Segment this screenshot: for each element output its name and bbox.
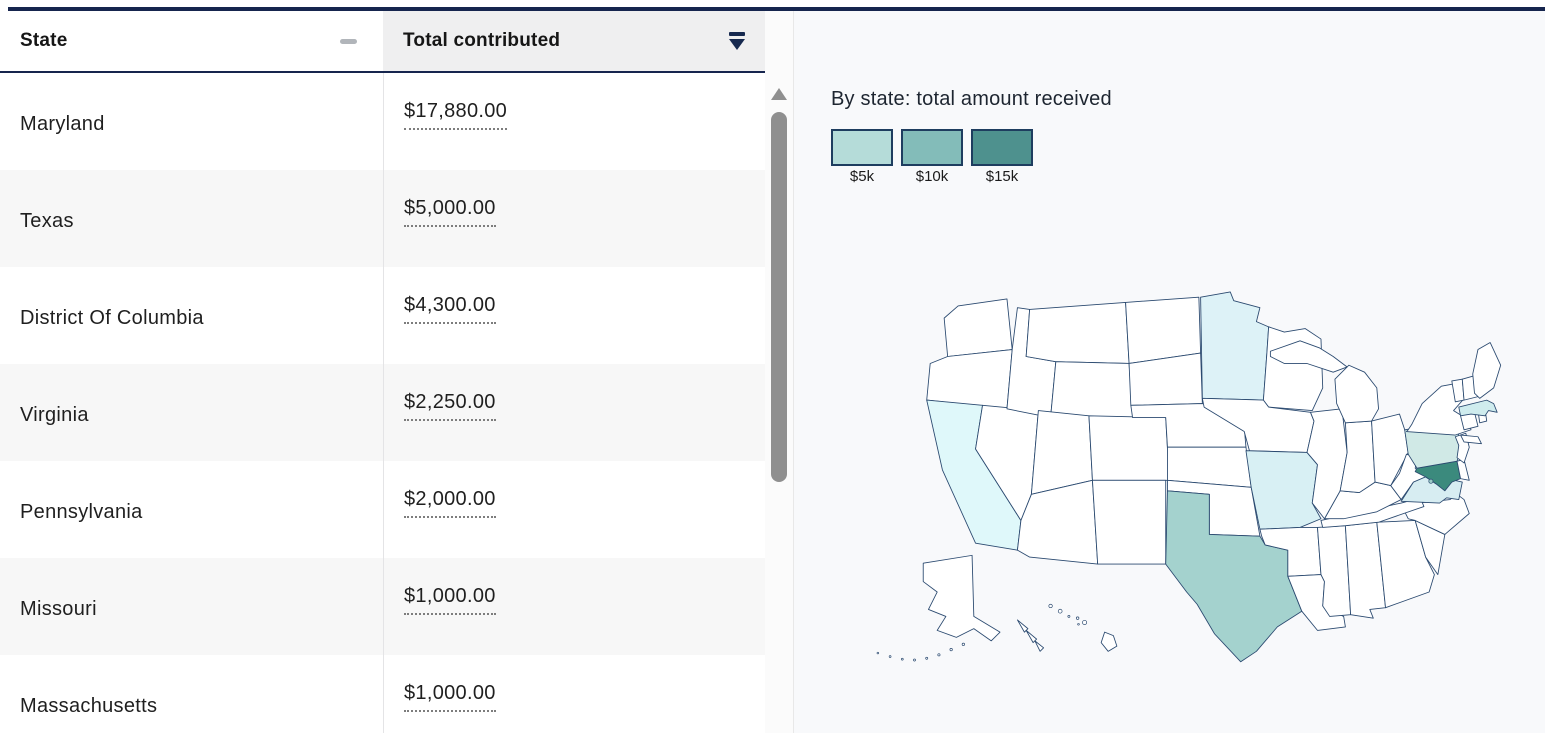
state-hi[interactable] <box>1100 631 1118 652</box>
amount-cell: $1,000.00 <box>383 655 765 733</box>
map-panel: By state: total amount received $5k $10k… <box>793 11 1545 733</box>
legend-label-10k: $10k <box>915 168 949 185</box>
state-dc[interactable] <box>1428 478 1434 484</box>
top-accent-bar <box>8 7 1545 11</box>
table-scrollbar[interactable] <box>765 11 793 733</box>
scroll-up-arrow-icon[interactable] <box>771 88 787 100</box>
scrollbar-thumb[interactable] <box>771 112 787 482</box>
state-il[interactable] <box>1306 408 1348 520</box>
table-row: Texas $5,000.00 <box>0 170 765 267</box>
state-hi[interactable] <box>1077 623 1080 626</box>
state-hi[interactable] <box>1075 616 1080 620</box>
state-hi[interactable] <box>1067 615 1071 618</box>
state-hi[interactable] <box>1057 608 1063 614</box>
state-name-cell: Missouri <box>20 598 97 620</box>
state-name-cell: District Of Columbia <box>20 307 204 329</box>
state-ma[interactable] <box>1458 399 1498 417</box>
state-name-cell: Texas <box>20 210 74 232</box>
legend-swatch-10k <box>901 129 963 166</box>
state-ak[interactable] <box>888 655 892 658</box>
state-nm[interactable] <box>1092 479 1167 565</box>
amount-cell: $2,250.00 <box>383 364 765 461</box>
state-mn[interactable] <box>1200 291 1270 401</box>
state-wv[interactable] <box>1390 453 1427 500</box>
state-hi[interactable] <box>1082 620 1088 625</box>
column-header-total-contributed[interactable]: Total contributed <box>383 11 765 71</box>
state-ak[interactable] <box>876 651 880 655</box>
amount-cell: $2,000.00 <box>383 461 765 558</box>
amount-cell: $4,300.00 <box>383 267 765 364</box>
state-contributions-table: State Total contributed Maryland $17,880… <box>0 11 765 733</box>
state-me[interactable] <box>1472 342 1502 399</box>
state-mi[interactable] <box>1269 340 1348 373</box>
table-row: Pennsylvania $2,000.00 <box>0 461 765 558</box>
state-hi[interactable] <box>1048 603 1053 609</box>
legend-label-15k: $15k <box>985 168 1019 185</box>
state-or[interactable] <box>926 349 1013 410</box>
legend-labels: $5k $10k $15k <box>831 168 1112 185</box>
state-tx[interactable] <box>1165 490 1303 663</box>
amount-value[interactable]: $5,000.00 <box>404 197 496 227</box>
sort-neutral-icon[interactable] <box>340 38 357 44</box>
state-ak[interactable] <box>900 657 904 661</box>
map-legend: By state: total amount received $5k $10k… <box>831 88 1112 185</box>
amount-cell: $17,880.00 <box>383 73 765 170</box>
state-wy[interactable] <box>1050 361 1134 418</box>
legend-swatches <box>831 129 1112 166</box>
state-mt[interactable] <box>1025 301 1130 364</box>
amount-value[interactable]: $2,250.00 <box>404 391 496 421</box>
state-ut[interactable] <box>1030 410 1093 495</box>
table-body: Maryland $17,880.00 Texas $5,000.00 Dist… <box>0 73 765 733</box>
state-wi[interactable] <box>1262 326 1324 412</box>
table-row: District Of Columbia $4,300.00 <box>0 267 765 364</box>
sort-descending-icon[interactable] <box>729 32 745 50</box>
state-name-cell: Maryland <box>20 113 105 135</box>
amount-value[interactable]: $2,000.00 <box>404 488 496 518</box>
column-header-state-label: State <box>20 30 68 51</box>
legend-swatch-15k <box>971 129 1033 166</box>
column-header-state[interactable]: State <box>0 11 383 71</box>
state-ak[interactable] <box>949 648 953 652</box>
legend-label-5k: $5k <box>849 168 875 185</box>
state-ak[interactable] <box>913 658 916 662</box>
state-ak[interactable] <box>1034 640 1045 652</box>
amount-value[interactable]: $17,880.00 <box>404 100 508 130</box>
table-row: Missouri $1,000.00 <box>0 558 765 655</box>
state-ak[interactable] <box>922 554 1001 642</box>
amount-cell: $1,000.00 <box>383 558 765 655</box>
state-mi[interactable] <box>1334 364 1379 424</box>
state-co[interactable] <box>1088 415 1170 481</box>
state-name-cell: Massachusetts <box>20 695 158 717</box>
table-row: Virginia $2,250.00 <box>0 364 765 461</box>
amount-value[interactable]: $1,000.00 <box>404 585 496 615</box>
amount-cell: $5,000.00 <box>383 170 765 267</box>
amount-value[interactable]: $1,000.00 <box>404 682 496 712</box>
state-ak[interactable] <box>937 653 941 657</box>
column-header-amount-label: Total contributed <box>403 30 561 51</box>
amount-value[interactable]: $4,300.00 <box>404 294 496 324</box>
table-row: Maryland $17,880.00 <box>0 73 765 170</box>
state-name-cell: Pennsylvania <box>20 501 143 523</box>
legend-title: By state: total amount received <box>831 88 1112 110</box>
state-ak[interactable] <box>961 642 965 646</box>
state-ny[interactable] <box>1460 434 1482 445</box>
state-nd[interactable] <box>1125 296 1202 364</box>
state-wa[interactable] <box>943 298 1013 357</box>
state-name-cell: Virginia <box>20 404 89 426</box>
us-choropleth-map[interactable] <box>836 271 1512 681</box>
table-header: State Total contributed <box>0 11 765 73</box>
table-row: Massachusetts $1,000.00 <box>0 655 765 733</box>
state-mo[interactable] <box>1245 450 1322 530</box>
legend-swatch-5k <box>831 129 893 166</box>
state-ak[interactable] <box>925 656 929 660</box>
